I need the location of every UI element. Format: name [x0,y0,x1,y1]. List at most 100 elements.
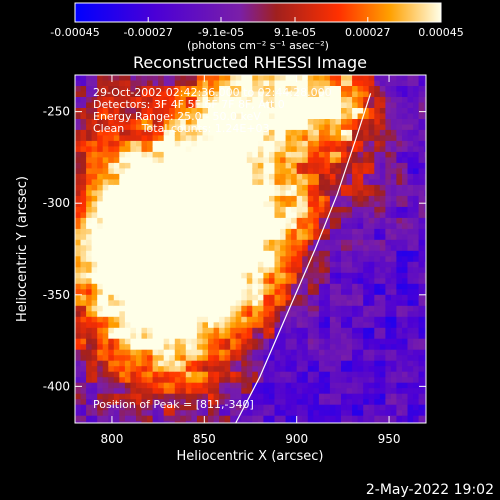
heatmap-cell [213,113,220,120]
heatmap-cell [374,234,381,241]
heatmap-cell [280,239,287,246]
heatmap-cell [219,75,226,82]
heatmap-cell [274,338,281,345]
heatmap-cell [136,102,143,109]
heatmap-cell [324,316,331,323]
heatmap-cell [318,124,325,131]
heatmap-cell [108,102,115,109]
heatmap-cell [269,108,276,115]
heatmap-cell [152,86,159,93]
heatmap-cell [407,113,414,120]
heatmap-cell [235,124,242,131]
heatmap-cell [263,217,270,224]
heatmap-cell [141,393,148,400]
heatmap-cell [296,91,303,98]
heatmap-cell [124,256,131,263]
heatmap-cell [357,272,364,279]
heatmap-cell [368,75,375,82]
heatmap-cell [379,388,386,395]
heatmap-cell [169,399,176,406]
heatmap-cell [163,355,170,362]
heatmap-cell [274,421,281,423]
heatmap-cell [246,421,253,423]
heatmap-cell [152,256,159,263]
heatmap-cell [152,212,159,219]
heatmap-cell [102,108,109,115]
heatmap-cell [263,377,270,384]
y-tick-label: -300 [43,196,70,210]
heatmap-cell [257,256,264,263]
heatmap-cell [108,151,115,158]
heatmap-cell [230,316,237,323]
heatmap-cell [257,206,264,213]
heatmap-cell [213,316,220,323]
heatmap-cell [313,239,320,246]
heatmap-cell [302,289,309,296]
heatmap-cell [396,206,403,213]
heatmap-cell [280,146,287,153]
heatmap-cell [130,223,137,230]
heatmap-cell [163,371,170,378]
heatmap-cell [379,393,386,400]
heatmap-cell [196,327,203,334]
heatmap-cell [185,333,192,340]
heatmap-cell [324,377,331,384]
heatmap-cell [263,278,270,285]
heatmap-cell [213,173,220,180]
heatmap-cell [285,179,292,186]
heatmap-cell [158,212,165,219]
heatmap-cell [396,80,403,87]
heatmap-cell [291,355,298,362]
heatmap-cell [285,327,292,334]
heatmap-cell [196,261,203,268]
heatmap-cell [352,245,359,252]
heatmap-cell [324,173,331,180]
heatmap-cell [396,338,403,345]
heatmap-cell [424,234,426,241]
heatmap-cell [97,294,104,301]
heatmap-cell [274,322,281,329]
heatmap-cell [313,206,320,213]
heatmap-cell [274,234,281,241]
heatmap-cell [252,129,259,136]
heatmap-cell [346,223,353,230]
heatmap-cell [180,300,187,307]
heatmap-cell [86,212,93,219]
heatmap-cell [418,283,425,290]
heatmap-cell [224,97,231,104]
heatmap-cell [130,157,137,164]
heatmap-cell [318,206,325,213]
heatmap-cell [257,388,264,395]
heatmap-cell [202,333,209,340]
heatmap-cell [390,377,397,384]
heatmap-cell [202,162,209,169]
heatmap-cell [352,250,359,257]
heatmap-cell [152,393,159,400]
heatmap-cell [402,184,409,191]
heatmap-cell [202,217,209,224]
heatmap-cell [329,113,336,120]
heatmap-cell [418,250,425,257]
heatmap-cell [108,382,115,389]
heatmap-cell [385,217,392,224]
heatmap-cell [402,322,409,329]
heatmap-cell [124,404,131,411]
heatmap-cell [102,80,109,87]
heatmap-cell [363,212,370,219]
heatmap-cell [374,305,381,312]
heatmap-cell [158,393,165,400]
heatmap-cell [296,140,303,147]
heatmap-cell [352,393,359,400]
heatmap-cell [224,108,231,115]
heatmap-cell [407,267,414,274]
heatmap-cell [390,289,397,296]
heatmap-cell [313,228,320,235]
heatmap-cell [97,333,104,340]
heatmap-cell [75,355,82,362]
heatmap-cell [113,195,120,202]
heatmap-cell [274,311,281,318]
heatmap-cell [136,239,143,246]
heatmap-cell [108,184,115,191]
heatmap-cell [329,272,336,279]
heatmap-cell [346,355,353,362]
